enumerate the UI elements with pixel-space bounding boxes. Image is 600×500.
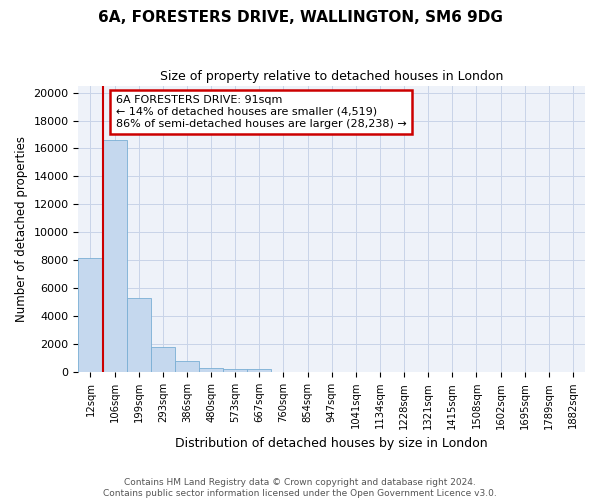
Bar: [151, 347, 175, 372]
Bar: [223, 370, 247, 372]
Y-axis label: Number of detached properties: Number of detached properties: [15, 136, 28, 322]
Bar: [127, 298, 151, 372]
Bar: [247, 370, 271, 372]
Bar: [103, 140, 127, 372]
Title: Size of property relative to detached houses in London: Size of property relative to detached ho…: [160, 70, 503, 83]
X-axis label: Distribution of detached houses by size in London: Distribution of detached houses by size …: [175, 437, 488, 450]
Bar: [199, 368, 223, 372]
Bar: [79, 258, 103, 372]
Text: Contains HM Land Registry data © Crown copyright and database right 2024.
Contai: Contains HM Land Registry data © Crown c…: [103, 478, 497, 498]
Text: 6A FORESTERS DRIVE: 91sqm
← 14% of detached houses are smaller (4,519)
86% of se: 6A FORESTERS DRIVE: 91sqm ← 14% of detac…: [116, 96, 407, 128]
Bar: [175, 361, 199, 372]
Text: 6A, FORESTERS DRIVE, WALLINGTON, SM6 9DG: 6A, FORESTERS DRIVE, WALLINGTON, SM6 9DG: [98, 10, 502, 25]
